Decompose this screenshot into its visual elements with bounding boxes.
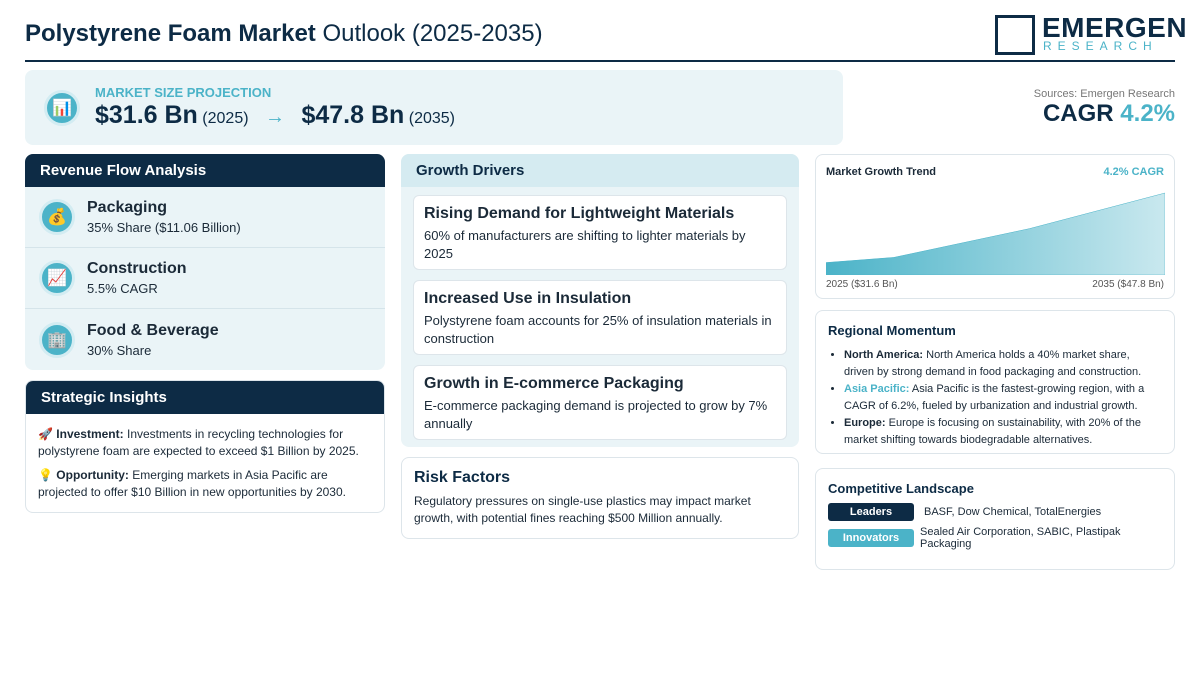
icon: 💰: [39, 199, 75, 235]
revenue-item: 🏢 Food & Beverage 30% Share: [25, 309, 385, 370]
insights-card: Strategic Insights 🚀 Investment: Investm…: [25, 380, 385, 513]
risk-title: Risk Factors: [414, 469, 511, 486]
driver: Increased Use in Insulation Polystyrene f…: [413, 280, 787, 355]
companies: Sealed Air Corporation, SABIC, Plastipak…: [920, 526, 1121, 550]
projection-values: $31.6 Bn (2025) → $47.8 Bn (2035): [95, 101, 455, 130]
region-name: North America:: [844, 349, 924, 361]
item-detail: 30% Share: [87, 342, 152, 358]
end-value: $47.8 Bn: [301, 101, 405, 129]
drivers-title: Growth Drivers: [401, 154, 799, 187]
icon: 🏢: [39, 321, 75, 358]
logo-mark: [995, 15, 1035, 55]
trend-chart: [826, 192, 1165, 275]
tag: Leaders: [828, 503, 914, 521]
start-year: (2025): [202, 110, 249, 127]
competitive-row: Leaders BASF, Dow Chemical, TotalEnergies: [828, 503, 1162, 521]
item-name: Construction: [87, 260, 187, 277]
region: Europe: Europe is focusing on sustainabi…: [844, 415, 1162, 449]
icon: 📈: [39, 260, 75, 296]
regional-list: North America: North America holds a 40%…: [828, 347, 1162, 449]
tag: Innovators: [828, 529, 914, 547]
risk-card: Risk Factors Regulatory pressures on sin…: [401, 457, 799, 539]
title: Polystyrene Foam Market Outlook (2025-20…: [25, 20, 543, 48]
item-detail: 35% Share ($11.06 Billion): [87, 220, 241, 235]
insights-body: 🚀 Investment: Investments in recycling t…: [26, 414, 384, 501]
arrow: →: [265, 106, 285, 128]
driver-title: Increased Use in Insulation: [424, 290, 632, 307]
region-text: North America holds a 40% market share, …: [844, 349, 1142, 378]
region: North America: North America holds a 40%…: [844, 347, 1162, 381]
revenue-card: Revenue Flow Analysis 💰 Packaging 35% Shar…: [25, 154, 385, 370]
start-value: $31.6 Bn: [95, 101, 198, 129]
drivers-card: Growth Drivers Rising Demand for Lightwe…: [401, 154, 799, 447]
companies: BASF, Dow Chemical, TotalEnergies: [924, 506, 1102, 518]
driver-title: Growth in E-commerce Packaging: [424, 375, 684, 392]
trend-start: 2025 ($31.6 Bn): [826, 279, 898, 290]
insight-label: Opportunity:: [56, 468, 129, 482]
insight: 🚀 Investment: Investments in recycling t…: [38, 427, 359, 458]
chart-icon: 📊: [44, 90, 80, 126]
risk-text: Regulatory pressures on single-use plast…: [414, 494, 751, 525]
driver-text: E-commerce packaging demand is projected…: [424, 398, 768, 431]
competitive-card: Competitive Landscape Leaders BASF, Dow C…: [815, 468, 1175, 570]
region: Asia Pacific: Asia Pacific is the fastes…: [844, 381, 1162, 415]
insight: 💡 Opportunity: Emerging markets in Asia …: [38, 468, 346, 499]
insight-label: Investment:: [56, 427, 124, 441]
driver: Rising Demand for Lightweight Materials 6…: [413, 195, 787, 270]
end-year: (2035): [408, 110, 455, 127]
item-detail: 5.5% CAGR: [87, 281, 158, 296]
item-name: Food & Beverage: [87, 321, 219, 339]
insights-title: Strategic Insights: [26, 381, 384, 414]
revenue-item: 💰 Packaging 35% Share ($11.06 Billion): [25, 187, 385, 248]
item-name: Packaging: [87, 199, 168, 216]
driver: Growth in E-commerce Packaging E-commerce…: [413, 365, 787, 440]
driver-text: Polystyrene foam accounts for 25% of ins…: [424, 313, 772, 346]
projection-box: 📊 MARKET SIZE PROJECTION $31.6 Bn (2025)…: [25, 70, 843, 145]
competitive-title: Competitive Landscape: [828, 481, 974, 496]
cagr-value: 4.2%: [1120, 100, 1175, 127]
logo-bottom: RESEARCH: [1043, 39, 1158, 53]
trend-end: 2035 ($47.8 Bn): [1092, 279, 1164, 290]
regional-title: Regional Momentum: [828, 323, 956, 338]
trend-badge: 4.2% CAGR: [1103, 166, 1164, 178]
region-text: Europe is focusing on sustainability, wi…: [844, 417, 1141, 446]
projection-label: MARKET SIZE PROJECTION: [95, 85, 272, 100]
regional-card: Regional Momentum North America: North A…: [815, 310, 1175, 454]
region-text: Asia Pacific is the fastest-growing regi…: [844, 383, 1145, 412]
sources: Sources: Emergen Research: [1033, 88, 1175, 100]
cagr-label: CAGR: [1042, 100, 1114, 127]
region-name: Asia Pacific:: [844, 383, 910, 395]
region-name: Europe:: [844, 417, 886, 429]
cagr: CAGR 4.2%: [1043, 100, 1175, 128]
competitive-row: Innovators Sealed Air Corporation, SABIC,…: [828, 526, 1162, 550]
driver-title: Rising Demand for Lightweight Materials: [424, 205, 735, 222]
header-rule: [25, 60, 1175, 62]
trend-area: [826, 192, 1165, 275]
title-bold: Polystyrene Foam Market: [25, 20, 316, 47]
trend-title: Market Growth Trend: [826, 166, 937, 178]
trend-card: Market Growth Trend 4.2% CAGR 2025 ($31.…: [815, 154, 1175, 299]
revenue-item: 📈 Construction 5.5% CAGR: [25, 248, 385, 309]
title-rest: Outlook (2025-2035): [322, 20, 543, 47]
insight-text: Emerging markets in Asia Pacific are pro…: [38, 468, 346, 499]
logo-top: EMERGEN: [1042, 12, 1188, 43]
insight-text: Investments in recycling technologies fo…: [38, 427, 359, 458]
driver-text: 60% of manufacturers are shifting to lig…: [424, 228, 746, 261]
revenue-title: Revenue Flow Analysis: [25, 154, 385, 187]
